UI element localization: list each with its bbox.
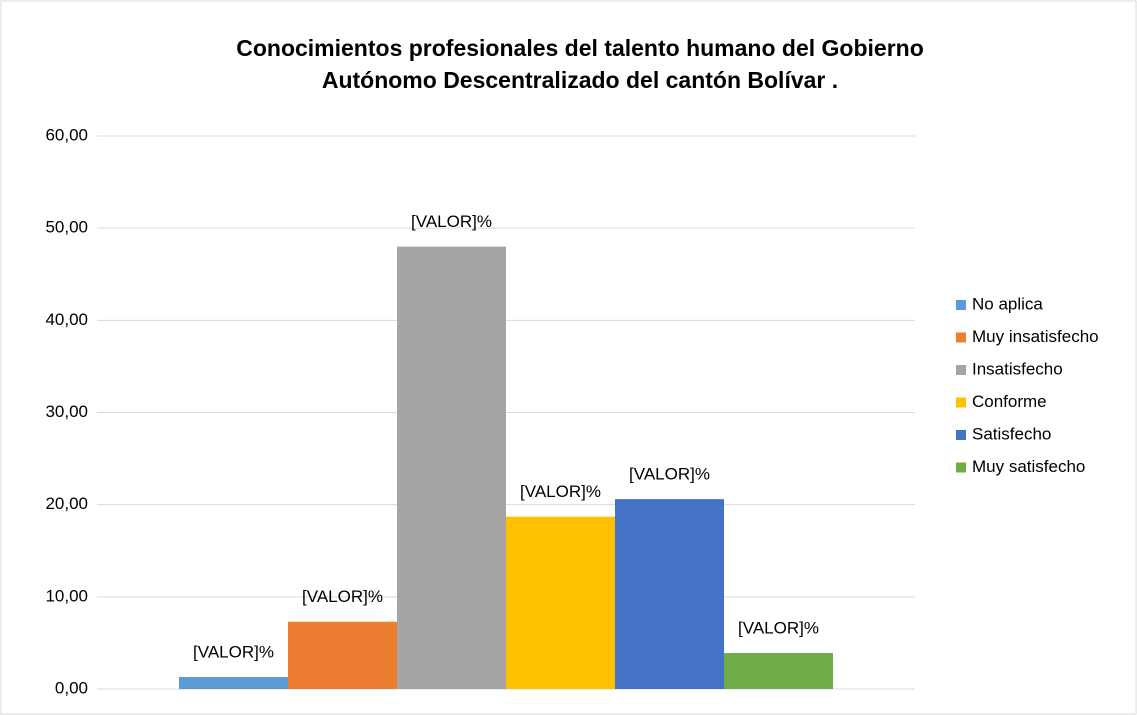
data-label: [VALOR]%: [738, 619, 819, 638]
legend-label: Insatisfecho: [972, 359, 1063, 378]
y-tick-label: 30,00: [45, 402, 88, 421]
legend-swatch: [956, 397, 966, 408]
bar: [179, 677, 288, 689]
y-tick-label: 20,00: [45, 494, 88, 513]
bar: [397, 246, 506, 689]
chart-subtitle: Autónomo Descentralizado del cantón Bolí…: [322, 67, 838, 93]
bar: [615, 499, 724, 689]
data-label: [VALOR]%: [520, 482, 601, 501]
legend-swatch: [956, 365, 966, 375]
data-label: [VALOR]%: [193, 643, 274, 662]
legend-swatch: [956, 332, 966, 343]
bar: [288, 621, 397, 689]
bar: [506, 516, 615, 689]
data-label: [VALOR]%: [411, 212, 492, 231]
legend-swatch: [956, 300, 966, 310]
y-tick-label: 50,00: [45, 218, 88, 237]
legend-label: No aplica: [972, 294, 1043, 313]
legend-swatch: [956, 430, 966, 440]
legend-swatch: [956, 462, 966, 473]
legend-label: Muy insatisfecho: [972, 327, 1099, 346]
legend-label: Conforme: [972, 392, 1047, 411]
y-tick-label: 40,00: [45, 310, 88, 329]
data-label: [VALOR]%: [629, 465, 710, 484]
bar: [724, 653, 833, 689]
y-tick-label: 10,00: [45, 586, 88, 605]
y-tick-label: 0,00: [55, 678, 88, 697]
legend-label: Muy satisfecho: [972, 457, 1085, 476]
data-label: [VALOR]%: [302, 587, 383, 606]
legend-label: Satisfecho: [972, 424, 1051, 443]
chart-title: Conocimientos profesionales del talento …: [236, 35, 924, 61]
y-tick-label: 60,00: [45, 125, 88, 144]
